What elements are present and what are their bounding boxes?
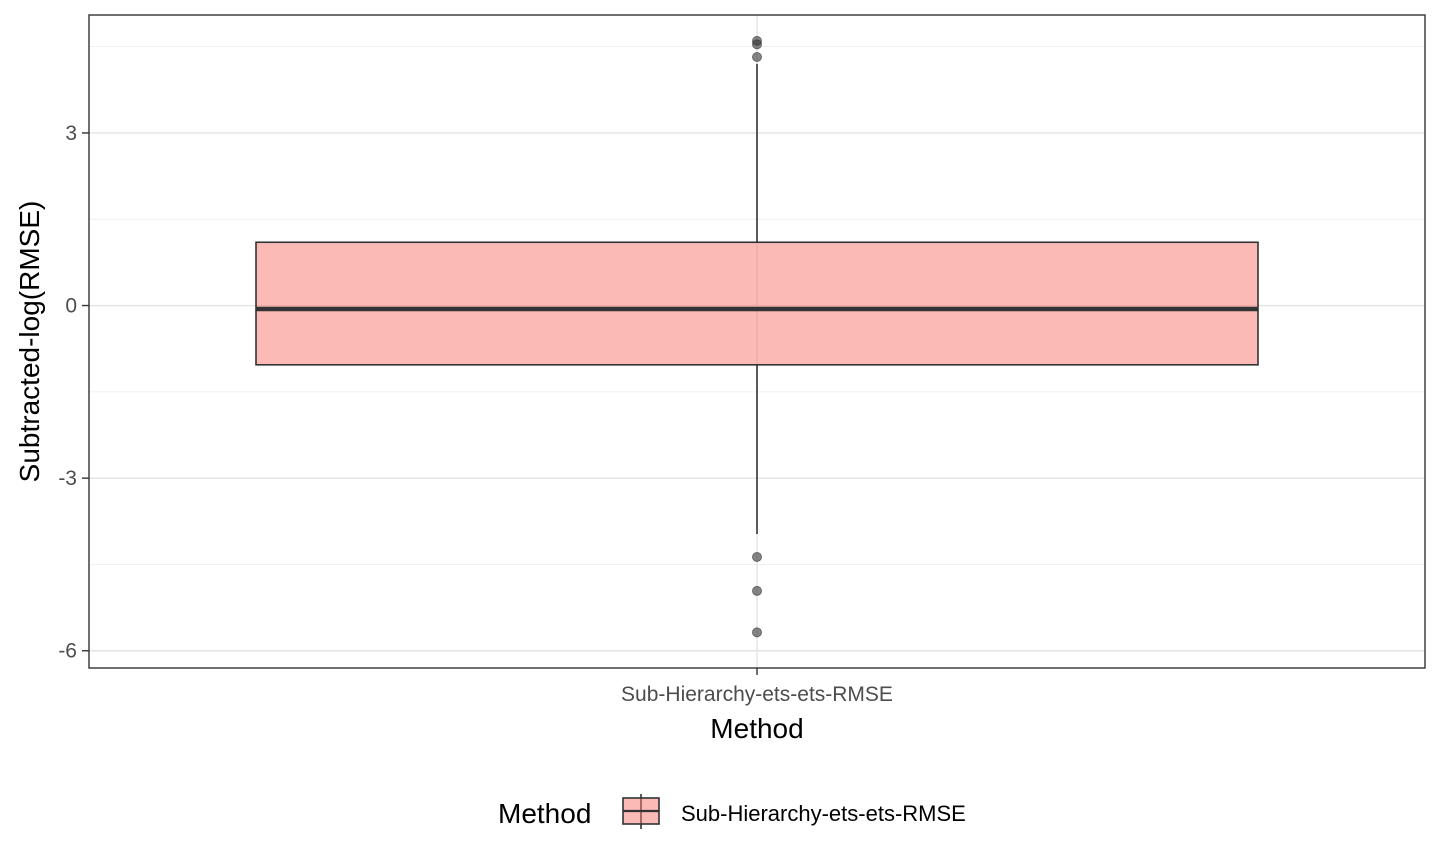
outlier-point xyxy=(752,627,762,638)
x-axis-title: Method xyxy=(710,713,803,744)
y-tick-label: 3 xyxy=(65,122,77,145)
outlier-point xyxy=(752,51,762,62)
y-axis-title: Subtracted-log(RMSE) xyxy=(14,201,45,483)
outlier-point xyxy=(752,39,762,50)
x-tick-label: Sub-Hierarchy-ets-ets-RMSE xyxy=(621,683,893,706)
y-tick-label: 0 xyxy=(65,295,77,318)
legend-title: Method xyxy=(498,798,591,829)
box-layer xyxy=(255,35,1259,638)
y-tick-label: -6 xyxy=(58,640,77,663)
y-axis-ticks: -6 -3 0 3 xyxy=(58,122,89,663)
y-tick-label: -3 xyxy=(58,467,77,490)
outlier-point xyxy=(752,551,762,562)
legend: Method Sub-Hierarchy-ets-ets-RMSE xyxy=(498,794,966,829)
outlier-point xyxy=(752,585,762,596)
legend-entry-label: Sub-Hierarchy-ets-ets-RMSE xyxy=(681,801,966,826)
iqr-box xyxy=(255,241,1259,366)
x-axis-ticks: Sub-Hierarchy-ets-ets-RMSE xyxy=(621,668,893,706)
